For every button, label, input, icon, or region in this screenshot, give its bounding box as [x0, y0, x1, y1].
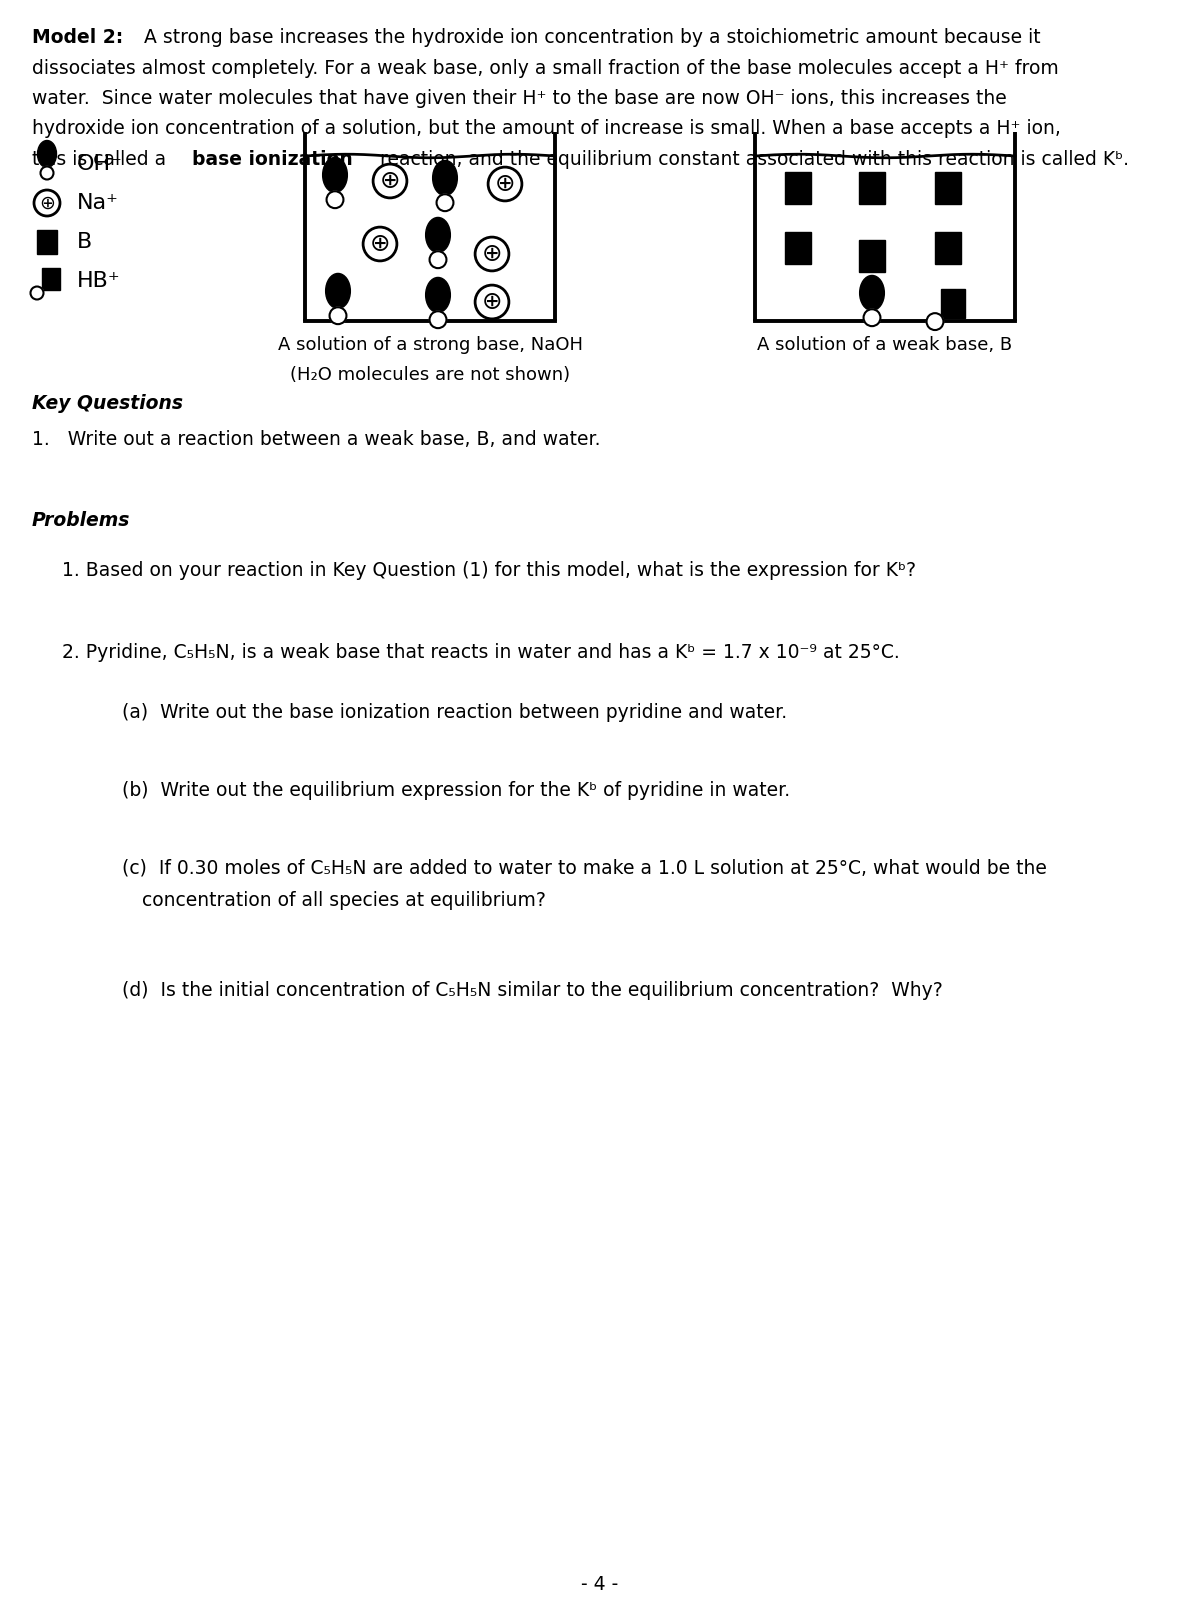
Ellipse shape	[323, 157, 347, 192]
Text: (b)  Write out the equilibrium expression for the Kᵇ of pyridine in water.: (b) Write out the equilibrium expression…	[122, 781, 790, 800]
Text: B: B	[77, 233, 92, 252]
Text: HB⁺: HB⁺	[77, 271, 121, 291]
Text: - 4 -: - 4 -	[581, 1576, 619, 1593]
Circle shape	[430, 312, 446, 328]
Circle shape	[326, 191, 343, 208]
Text: 1. Based on your reaction in Key Question (1) for this model, what is the expres: 1. Based on your reaction in Key Questio…	[62, 561, 916, 580]
Text: ⊕: ⊕	[481, 289, 503, 314]
Ellipse shape	[859, 275, 884, 310]
Text: reaction, and the equilibrium constant associated with this reaction is called K: reaction, and the equilibrium constant a…	[374, 150, 1129, 170]
Circle shape	[437, 194, 454, 212]
Text: ⊕: ⊕	[481, 242, 503, 267]
Text: base ionization: base ionization	[192, 150, 353, 170]
Bar	[935, 233, 961, 263]
Bar	[785, 233, 811, 263]
Ellipse shape	[433, 160, 457, 196]
Text: A solution of a strong base, NaOH: A solution of a strong base, NaOH	[277, 336, 582, 354]
Text: 1.   Write out a reaction between a weak base, B, and water.: 1. Write out a reaction between a weak b…	[32, 430, 600, 449]
Text: (d)  Is the initial concentration of C₅H₅N similar to the equilibrium concentrat: (d) Is the initial concentration of C₅H₅…	[122, 981, 943, 1000]
Bar	[859, 241, 886, 271]
Text: Key Questions: Key Questions	[32, 394, 182, 414]
Text: Problems: Problems	[32, 511, 131, 530]
Bar	[785, 173, 811, 204]
Ellipse shape	[37, 141, 56, 168]
Circle shape	[864, 309, 881, 326]
Text: OH⁻: OH⁻	[77, 154, 122, 175]
Text: dissociates almost completely. For a weak base, only a small fraction of the bas: dissociates almost completely. For a wea…	[32, 58, 1058, 78]
Text: A solution of a weak base, B: A solution of a weak base, B	[757, 336, 1013, 354]
Text: (a)  Write out the base ionization reaction between pyridine and water.: (a) Write out the base ionization reacti…	[122, 703, 787, 722]
Text: water.  Since water molecules that have given their H⁺ to the base are now OH⁻ i: water. Since water molecules that have g…	[32, 89, 1007, 108]
Text: ⊕: ⊕	[379, 170, 401, 192]
Bar	[942, 289, 965, 318]
Text: (H₂O molecules are not shown): (H₂O molecules are not shown)	[290, 365, 570, 385]
Circle shape	[430, 250, 446, 268]
Text: Na⁺: Na⁺	[77, 192, 119, 213]
Text: (c)  If 0.30 moles of C₅H₅N are added to water to make a 1.0 L solution at 25°C,: (c) If 0.30 moles of C₅H₅N are added to …	[122, 860, 1046, 877]
Circle shape	[30, 286, 43, 299]
Ellipse shape	[325, 273, 350, 309]
Ellipse shape	[426, 218, 450, 252]
Circle shape	[926, 314, 943, 330]
Text: this is called a: this is called a	[32, 150, 172, 170]
Text: hydroxide ion concentration of a solution, but the amount of increase is small. : hydroxide ion concentration of a solutio…	[32, 120, 1061, 139]
Text: concentration of all species at equilibrium?: concentration of all species at equilibr…	[142, 890, 546, 910]
Ellipse shape	[426, 278, 450, 312]
Circle shape	[330, 307, 347, 325]
Text: ⊕: ⊕	[40, 194, 55, 212]
Text: Model 2:: Model 2:	[32, 27, 124, 47]
Text: ⊕: ⊕	[370, 233, 390, 255]
Bar	[42, 268, 60, 289]
Text: ⊕: ⊕	[494, 171, 515, 196]
Bar	[935, 173, 961, 204]
Bar	[859, 173, 886, 204]
Bar	[37, 229, 58, 254]
Text: A strong base increases the hydroxide ion concentration by a stoichiometric amou: A strong base increases the hydroxide io…	[144, 27, 1040, 47]
Circle shape	[41, 166, 54, 179]
Text: 2. Pyridine, C₅H₅N, is a weak base that reacts in water and has a Kᵇ = 1.7 x 10⁻: 2. Pyridine, C₅H₅N, is a weak base that …	[62, 643, 900, 663]
